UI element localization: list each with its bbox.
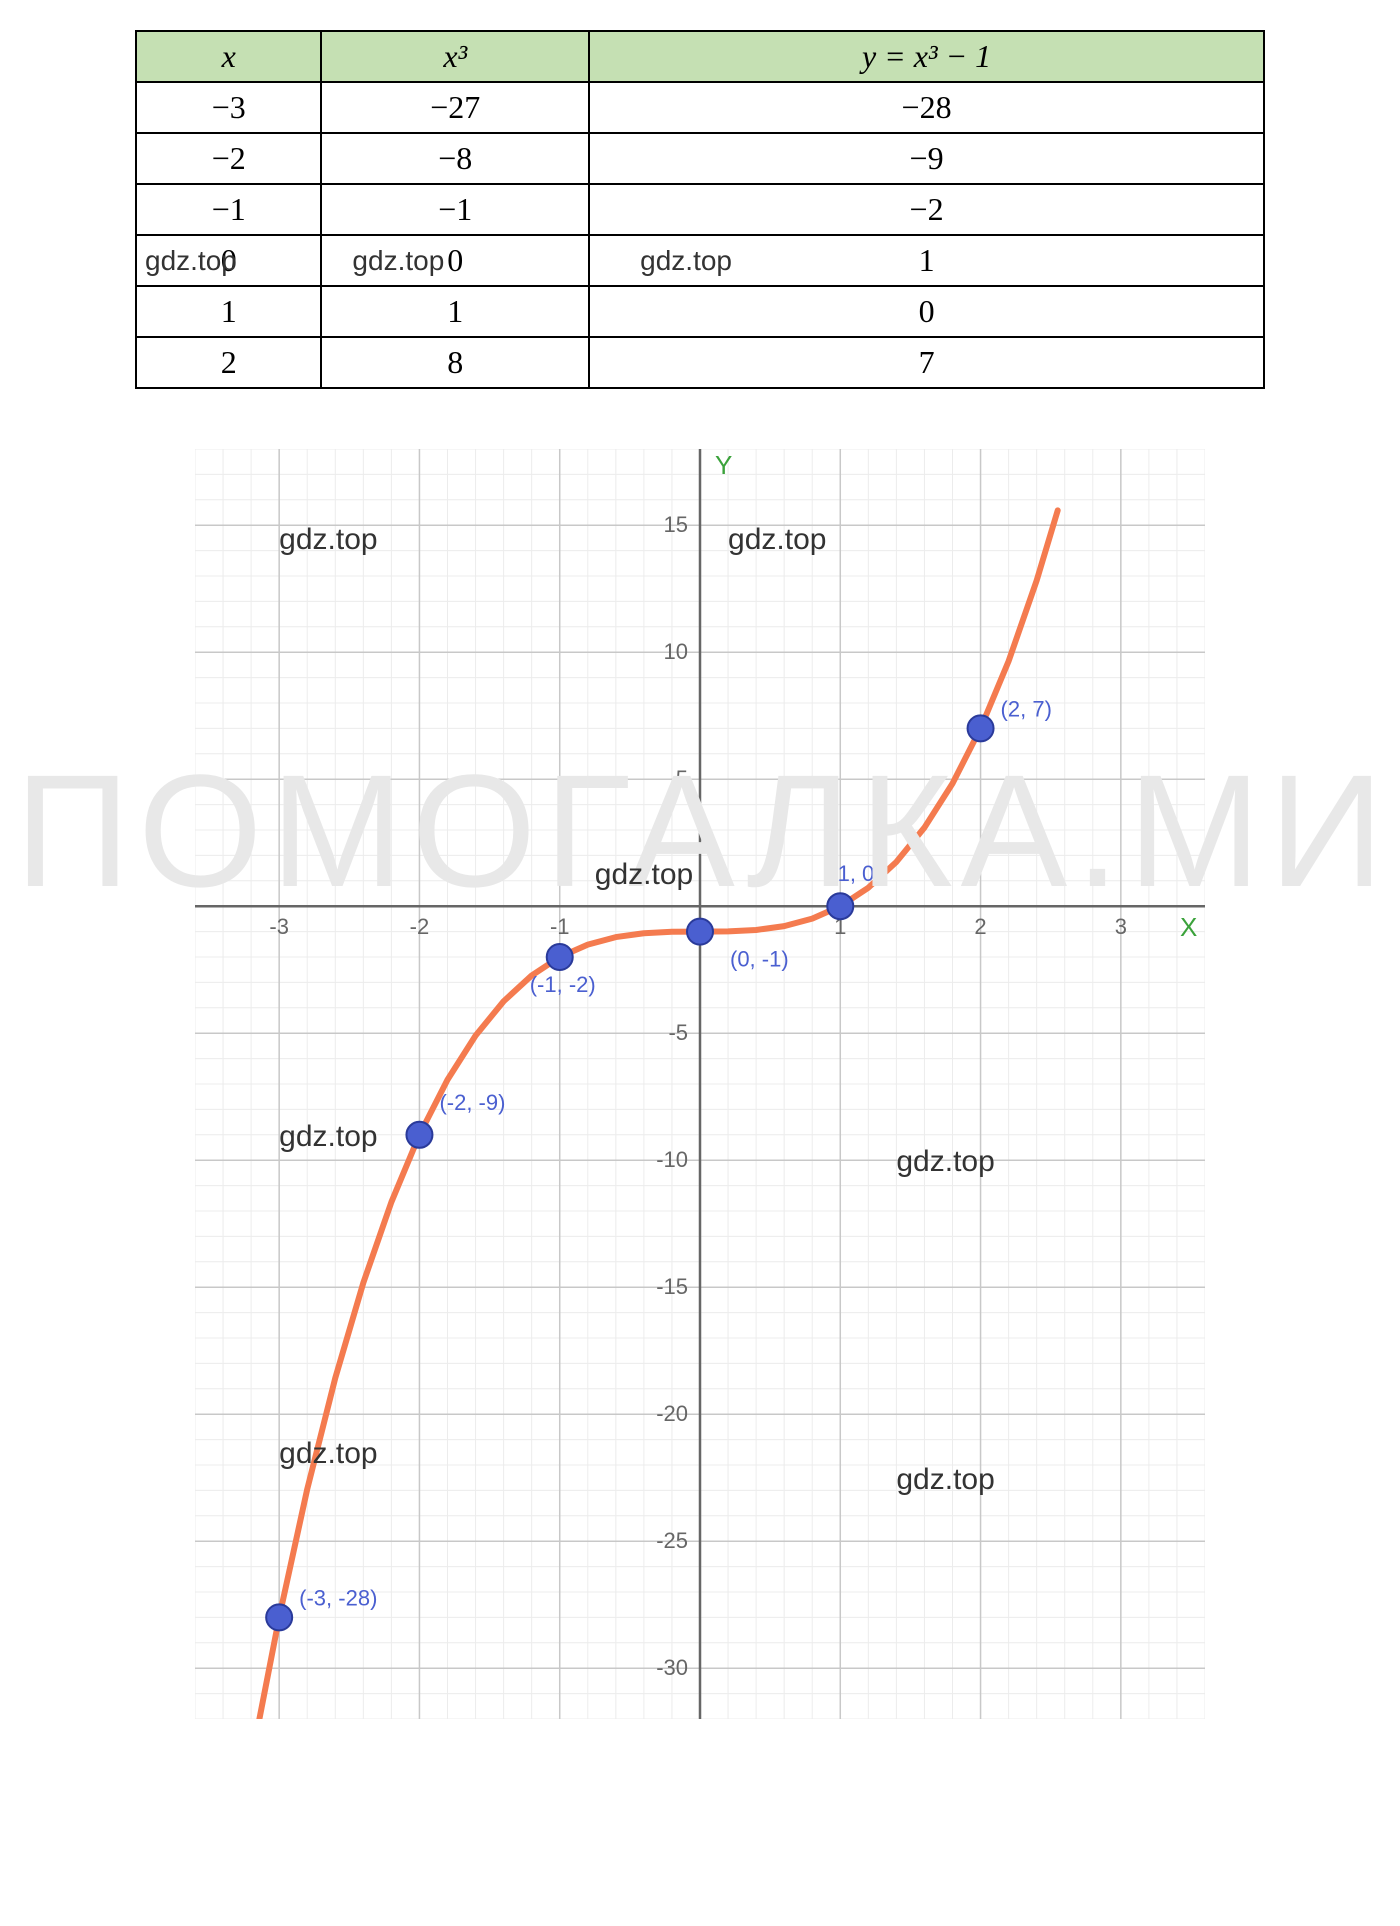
table-row: 287 [136,337,1264,388]
data-table-wrap: x x³ y = x³ − 1 −3−27−28−2−8−9−1−1−2gdz.… [135,30,1265,389]
table-cell-value: 0 [447,242,463,278]
data-point-label: (-2, -9) [439,1090,505,1115]
table-row: 110 [136,286,1264,337]
y-tick-label: -10 [656,1147,688,1172]
chart-wrap: ПОМОГАЛКА.МИ -3-2-10123-30-25-20-15-10-5… [195,449,1205,1719]
table-cell: 2 [136,337,321,388]
table-cell: −2 [589,184,1264,235]
table-cell: −3 [136,82,321,133]
y-axis-label: Y [715,450,732,480]
table-row: −1−1−2 [136,184,1264,235]
y-tick-label: -5 [668,1020,688,1045]
chart-watermark: gdz.top [279,1120,377,1154]
data-table: x x³ y = x³ − 1 −3−27−28−2−8−9−1−1−2gdz.… [135,30,1265,389]
data-point [827,893,853,919]
y-tick-label: 5 [676,766,688,791]
data-point [968,715,994,741]
x-tick-label: 2 [974,914,986,939]
y-tick-label: -15 [656,1274,688,1299]
col-header-y: y = x³ − 1 [589,31,1264,82]
data-point-label: (-1, -2) [530,972,596,997]
page-container: x x³ y = x³ − 1 −3−27−28−2−8−9−1−1−2gdz.… [0,0,1400,1759]
y-tick-label: 15 [664,512,688,537]
table-row: −3−27−28 [136,82,1264,133]
y-tick-label: -30 [656,1655,688,1680]
cubic-chart: -3-2-10123-30-25-20-15-10-551015XY(-3, -… [195,449,1205,1719]
table-cell: 7 [589,337,1264,388]
chart-watermark: gdz.top [595,858,693,892]
data-point [687,919,713,945]
y-tick-label: 10 [664,639,688,664]
chart-watermark: gdz.top [279,1437,377,1471]
table-row: −2−8−9 [136,133,1264,184]
y-tick-label: -20 [656,1401,688,1426]
table-cell: 1 [136,286,321,337]
table-row: gdz.top0gdz.top0gdz.top1 [136,235,1264,286]
x-tick-label: -2 [410,914,430,939]
x-tick-label: -1 [550,914,570,939]
table-watermark: gdz.top [640,245,732,277]
table-cell: −27 [321,82,589,133]
chart-watermark: gdz.top [728,523,826,557]
data-point [266,1604,292,1630]
table-cell: 1 [321,286,589,337]
data-point-label: (0, -1) [730,947,789,972]
table-cell: gdz.top 1 [589,235,1264,286]
x-tick-label: 3 [1115,914,1127,939]
table-cell: −8 [321,133,589,184]
data-point [406,1122,432,1148]
table-cell: gdz.top0 [321,235,589,286]
table-cell: −28 [589,82,1264,133]
table-cell: 0 [589,286,1264,337]
table-cell: −1 [321,184,589,235]
table-cell: −1 [136,184,321,235]
y-tick-label: -25 [656,1528,688,1553]
table-cell: 8 [321,337,589,388]
chart-watermark: gdz.top [896,1463,994,1497]
table-watermark: gdz.top [352,245,444,277]
col-header-xcubed: x³ [321,31,589,82]
chart-watermark: gdz.top [279,523,377,557]
table-cell: −2 [136,133,321,184]
chart-watermark: gdz.top [896,1145,994,1179]
x-tick-label: -3 [269,914,289,939]
table-cell: −9 [589,133,1264,184]
table-watermark: gdz.top [145,245,237,277]
data-point-label: (1, 0) [830,861,881,886]
table-cell-value: 1 [919,242,935,278]
col-header-x: x [136,31,321,82]
data-point-label: (-3, -28) [299,1585,377,1610]
x-axis-label: X [1180,912,1197,942]
table-cell: gdz.top0 [136,235,321,286]
data-point [547,944,573,970]
data-point-label: (2, 7) [1001,696,1052,721]
